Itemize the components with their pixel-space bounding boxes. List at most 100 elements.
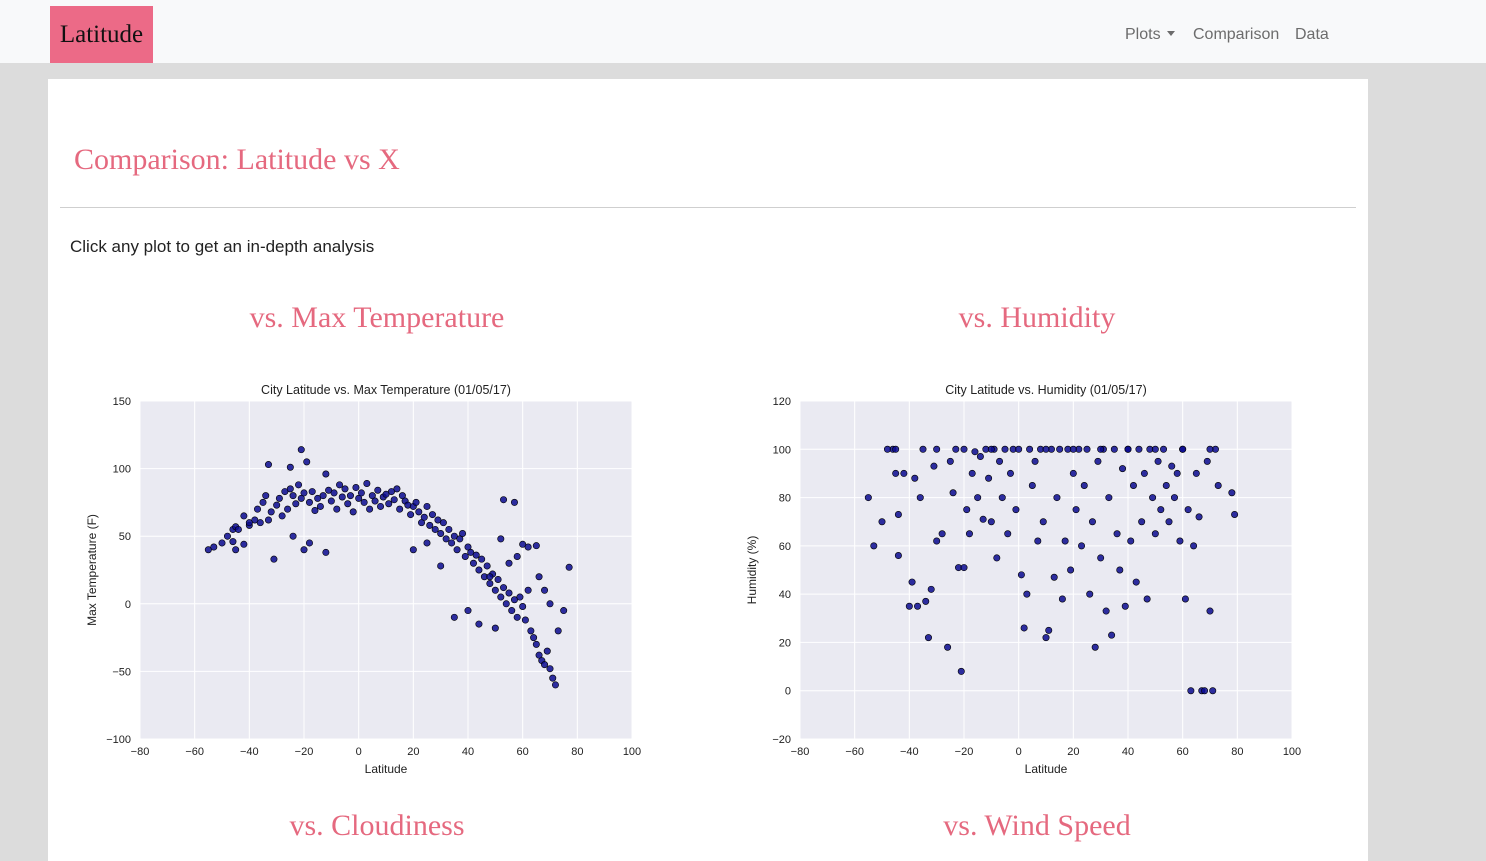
data-point bbox=[946, 457, 954, 465]
data-point bbox=[368, 492, 376, 500]
plot-area bbox=[140, 401, 632, 739]
data-point bbox=[1017, 571, 1025, 579]
data-point bbox=[251, 516, 259, 524]
data-point bbox=[374, 486, 382, 494]
data-point bbox=[513, 552, 521, 560]
page-title: Comparison: Latitude vs X bbox=[74, 143, 400, 176]
scatter-chart: −80 −60 −40 −20 0 20 40 60 80 100 −20 0 20 40 60 80 100 1… bbox=[745, 383, 1301, 776]
data-point bbox=[1203, 457, 1211, 465]
data-point bbox=[352, 484, 360, 492]
data-point bbox=[1190, 542, 1198, 550]
data-point bbox=[878, 518, 886, 526]
data-point bbox=[957, 667, 965, 675]
data-point bbox=[949, 489, 957, 497]
nav-plots-dropdown[interactable]: Plots bbox=[1125, 25, 1175, 45]
data-point bbox=[1004, 530, 1012, 538]
data-point bbox=[418, 519, 426, 527]
data-point bbox=[275, 494, 283, 502]
data-point bbox=[979, 515, 987, 523]
data-point bbox=[322, 470, 330, 478]
data-point bbox=[478, 555, 486, 563]
y-tick-label: −20 bbox=[772, 734, 791, 746]
data-point bbox=[535, 573, 543, 581]
data-point bbox=[993, 554, 1001, 562]
data-point bbox=[286, 463, 294, 471]
data-point bbox=[229, 538, 237, 546]
data-point bbox=[892, 445, 900, 453]
data-point bbox=[497, 535, 505, 543]
data-point bbox=[264, 516, 272, 524]
data-point bbox=[914, 602, 922, 610]
data-point bbox=[423, 502, 431, 510]
data-point bbox=[456, 535, 464, 543]
y-tick-label: −50 bbox=[112, 666, 131, 678]
data-point bbox=[360, 498, 368, 506]
data-point bbox=[240, 512, 248, 520]
chart-title: City Latitude vs. Humidity (01/05/17) bbox=[945, 383, 1146, 397]
data-point bbox=[541, 661, 549, 669]
data-point bbox=[1140, 469, 1148, 477]
data-point bbox=[472, 551, 480, 559]
data-point bbox=[284, 505, 292, 513]
x-tick-label: 80 bbox=[571, 746, 583, 758]
data-point bbox=[1124, 445, 1132, 453]
plot-humidity[interactable]: −80 −60 −40 −20 0 20 40 60 80 100 −20 0 20 40 60 80 100 1… bbox=[738, 379, 1308, 779]
data-point bbox=[423, 539, 431, 547]
data-point bbox=[483, 562, 491, 570]
data-point bbox=[464, 543, 472, 551]
data-point bbox=[908, 578, 916, 586]
data-point bbox=[1143, 595, 1151, 603]
data-point bbox=[530, 634, 538, 642]
data-point bbox=[1121, 602, 1129, 610]
data-point bbox=[1129, 482, 1137, 490]
plot-max-temperature[interactable]: −80 −60 −40 −20 0 20 40 60 80 100 −100 −50 0 50 100 150… bbox=[78, 379, 648, 779]
data-point bbox=[234, 525, 242, 533]
data-point bbox=[286, 485, 294, 493]
data-point bbox=[1001, 445, 1009, 453]
data-point bbox=[475, 566, 483, 574]
data-point bbox=[338, 493, 346, 501]
data-point bbox=[1154, 457, 1162, 465]
data-point bbox=[1072, 506, 1080, 514]
data-point bbox=[311, 507, 319, 515]
data-point bbox=[431, 525, 439, 533]
data-point bbox=[377, 502, 385, 510]
data-point bbox=[486, 580, 494, 588]
data-point bbox=[510, 498, 518, 506]
data-point bbox=[409, 546, 417, 554]
data-point bbox=[245, 519, 253, 527]
y-tick-label: 150 bbox=[113, 396, 131, 408]
data-point bbox=[1195, 513, 1203, 521]
data-point bbox=[916, 494, 924, 502]
data-point bbox=[560, 607, 568, 615]
data-point bbox=[521, 616, 529, 624]
data-point bbox=[333, 505, 341, 513]
x-tick-label: −40 bbox=[900, 746, 919, 758]
data-point bbox=[516, 593, 524, 601]
data-point bbox=[407, 511, 415, 519]
data-point bbox=[415, 508, 423, 516]
data-point bbox=[535, 651, 543, 659]
brand-logo[interactable]: Latitude bbox=[50, 6, 153, 63]
nav-comparison[interactable]: Comparison bbox=[1193, 26, 1280, 43]
data-point bbox=[1012, 506, 1020, 514]
data-point bbox=[210, 543, 218, 551]
y-tick-label: 60 bbox=[779, 541, 791, 553]
data-point bbox=[461, 552, 469, 560]
data-point bbox=[398, 492, 406, 500]
data-point bbox=[524, 543, 532, 551]
section-title-wind-speed: vs. Wind Speed bbox=[943, 809, 1131, 842]
data-point bbox=[505, 559, 513, 567]
data-point bbox=[919, 445, 927, 453]
nav-data[interactable]: Data bbox=[1295, 26, 1329, 43]
data-point bbox=[327, 497, 335, 505]
data-point bbox=[1108, 631, 1116, 639]
data-point bbox=[300, 546, 308, 554]
section-title-max-temperature: vs. Max Temperature bbox=[249, 301, 505, 334]
y-tick-label: 100 bbox=[773, 444, 791, 456]
plot-area bbox=[800, 401, 1292, 739]
data-point bbox=[1135, 445, 1143, 453]
data-point bbox=[524, 586, 532, 594]
data-point bbox=[316, 502, 324, 510]
data-point bbox=[1091, 643, 1099, 651]
